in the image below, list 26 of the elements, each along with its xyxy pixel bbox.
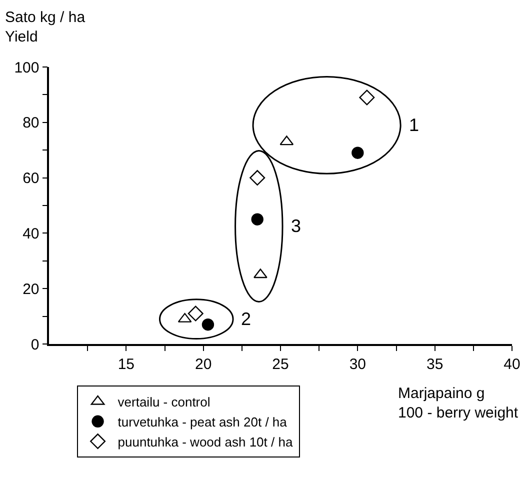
point [202,318,214,331]
x-tick-label: 20 [194,356,212,373]
point [188,306,204,322]
y-tick-label: 0 [30,336,40,354]
legend-label: puuntuhka - wood ash 10t / ha [118,434,294,450]
point [251,213,264,226]
y-tick-label: 80 [22,114,40,132]
x-axis-title: Marjapaino g 100 - berry weight [398,385,519,422]
point [352,146,364,159]
x-tick-label: 15 [118,356,135,373]
legend-label: turvetuhka - peat ash 20t / ha [118,414,288,430]
x-tick-label: 25 [272,356,289,373]
y-tick-label: 40 [22,225,40,242]
x-tick-label: 35 [426,356,444,373]
y-tick-label: 20 [22,280,40,298]
y-tick-label: 100 [14,59,40,76]
annotation: 1 [409,115,420,135]
annotation: 3 [291,216,302,236]
y-tick-label: 60 [22,170,40,188]
y-axis-title: Sato kg / ha Yield [5,9,86,46]
x-tick-label: 30 [349,356,366,373]
legend-label: vertailu - control [118,394,210,410]
point [359,90,375,106]
x-tick-label: 40 [504,356,520,373]
annotation: 2 [241,309,252,329]
point [250,170,266,186]
